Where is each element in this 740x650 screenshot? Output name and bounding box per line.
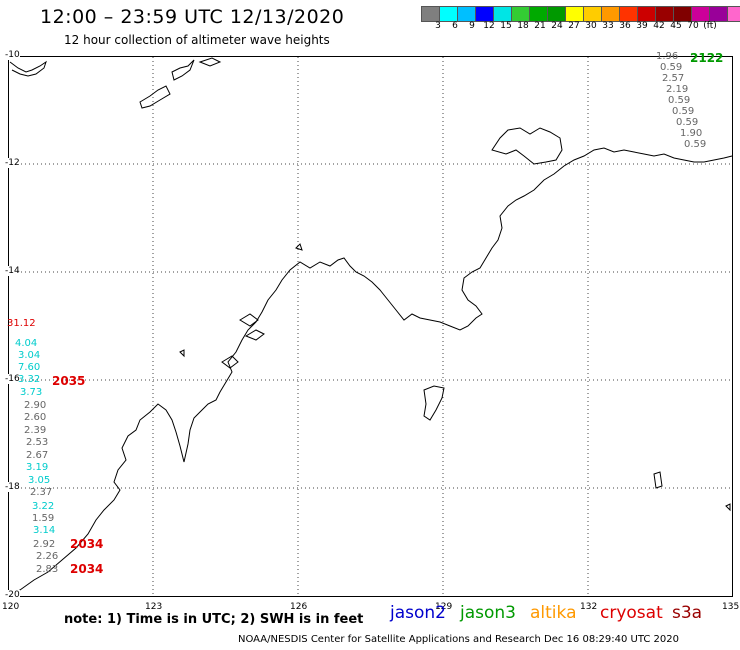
longitude-label: 123 [145,602,163,612]
track-time-label: 2034 [70,562,104,576]
page-subtitle: 12 hour collection of altimeter wave hei… [64,33,330,47]
satellite-legend-cryosat: cryosat [600,603,663,623]
swh-value: 0.59 [676,117,699,128]
reef-1 [295,243,303,251]
scale-label: 9 [469,21,475,31]
swh-value: 1.90 [680,128,703,139]
longitude-label: 132 [580,602,598,612]
swh-value: 2.57 [662,73,685,84]
latitude-label: -18 [5,482,20,492]
scale-swatch [727,6,740,22]
swh-value: 3.73 [20,387,43,398]
swh-value: 31.12 [7,318,36,329]
scale-label: 18 [517,21,529,31]
swh-value: 0.59 [672,106,695,117]
swh-value: 0.59 [660,62,683,73]
latitude-label: -14 [5,266,20,276]
swh-value: 2.92 [33,539,56,550]
color-scale-labels: 3 6 9 12 15 18 21 24 27 30 33 36 39 42 45 70 (ft) [422,21,732,33]
swh-value: 4.04 [15,338,38,349]
satellite-legend-altika: altika [530,603,577,623]
swh-value: 2.90 [24,400,47,411]
swh-value: 3.19 [26,462,49,473]
island-north-1 [171,59,195,81]
page-title: 12:00 – 23:59 UTC 12/13/2020 [40,6,345,28]
kimberley-coast [7,147,733,597]
reef-4 [725,503,731,512]
scale-label: 24 [551,21,563,31]
latitude-label: -10 [5,50,20,60]
map-frame [8,56,733,597]
reef-3 [653,471,663,489]
longitude-label: 135 [722,602,740,612]
swh-value: 1.96 [656,51,679,62]
coastline [7,57,733,597]
scale-label: 36 [619,21,631,31]
tiwi-islands [491,127,563,165]
latitude-label: -16 [5,374,20,384]
offshore-reef [423,385,445,421]
track-time-label: 2035 [52,374,86,388]
scale-label: 33 [602,21,614,31]
swh-value: 0.59 [668,95,691,106]
swh-value: 2.26 [36,551,59,562]
swh-value: 0.59 [684,139,707,150]
scale-label: 27 [568,21,580,31]
scale-label: 70 [687,21,699,31]
scale-label: 6 [452,21,458,31]
island-north-2 [139,85,171,109]
color-scale [421,6,740,22]
swh-value: 2.37 [30,487,53,498]
satellite-legend-s3a: s3a [672,603,703,623]
scale-label: 3 [435,21,441,31]
track-time-label: 2034 [70,537,104,551]
scale-label: 15 [500,21,512,31]
scale-label: (ft) [703,21,717,31]
latitude-label: -12 [5,158,20,168]
longitude-label: 120 [2,602,20,612]
swh-value: 1.59 [32,513,55,524]
swh-value: 7.60 [18,362,41,373]
scale-label: 39 [636,21,648,31]
latitude-label: -20 [5,590,20,600]
scale-label: 45 [670,21,682,31]
scale-label: 42 [653,21,665,31]
swh-value: 2.60 [24,412,47,423]
footer-note: note: 1) Time is in UTC; 2) SWH is in fe… [64,612,364,627]
swh-value: 3.22 [32,501,55,512]
credit-line: NOAA/NESDIS Center for Satellite Applica… [238,634,680,645]
track-time-label: 2122 [690,51,724,65]
swh-value: 3.05 [28,475,51,486]
swh-value: 2.19 [666,84,689,95]
scale-label: 30 [585,21,597,31]
bonaparte-islands [221,313,265,369]
swh-value: 2.67 [26,450,49,461]
swh-value: 2.39 [24,425,47,436]
satellite-legend-jason2: jason2 [390,603,446,623]
island-north-3 [198,57,222,67]
scale-label: 21 [534,21,546,31]
swh-value: 2.83 [36,564,59,575]
swh-value: 2.53 [26,437,49,448]
graticule [9,57,732,596]
scale-label: 12 [483,21,495,31]
swh-value: 3.04 [18,350,41,361]
reef-2 [179,349,185,358]
swh-value: 3.14 [33,525,56,536]
satellite-legend-jason3: jason3 [460,603,516,623]
longitude-label: 129 [435,602,453,612]
swh-value: 3.32 [18,374,41,385]
longitude-label: 126 [290,602,308,612]
timor-coast [9,60,47,77]
